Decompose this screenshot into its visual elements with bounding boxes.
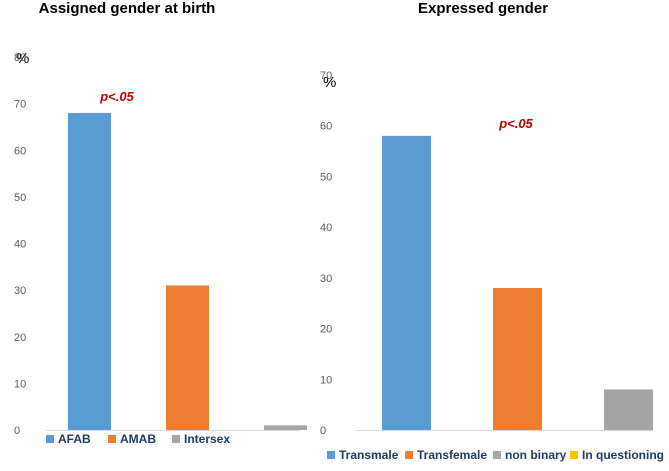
bar-series: [382, 135, 653, 430]
legend-label: In questioning: [582, 448, 664, 462]
bar-transmale: [382, 135, 431, 430]
legend: AFAB AMAB Intersex: [46, 432, 230, 446]
chart-title: Assigned gender at birth: [39, 0, 216, 17]
legend-swatch: [108, 435, 116, 443]
legend: Transmale Transfemale non binary In questio…: [327, 448, 664, 462]
y-tick-label: 40: [320, 222, 332, 234]
legend-swatch: [405, 451, 413, 459]
y-axis-ticks: 0 10 20 30 40 50 60 70 80: [14, 52, 26, 437]
legend-label: Intersex: [184, 432, 230, 446]
expressed-gender-chart: Expressed gender % p<.05 0 10 20 30 40 50 60 70…: [320, 0, 664, 462]
y-tick-label: 20: [320, 324, 332, 336]
legend-label: Transfemale: [417, 448, 487, 462]
assigned-gender-chart: Assigned gender at birth % p<.05 0 10 20 30…: [14, 0, 307, 446]
y-tick-label: 20: [14, 332, 26, 344]
bar-amab: [166, 285, 209, 430]
y-tick-label: 0: [14, 425, 20, 437]
legend-label: Transmale: [339, 448, 399, 462]
y-tick-label: 0: [320, 425, 326, 437]
significance-annotation: p<.05: [99, 89, 134, 104]
y-tick-label: 30: [320, 273, 332, 285]
y-tick-label: 70: [14, 99, 26, 111]
bar-afab: [68, 112, 111, 430]
y-tick-label: 60: [14, 145, 26, 157]
y-unit-label: %: [16, 50, 29, 67]
y-tick-label: 10: [320, 374, 332, 386]
legend-swatch: [46, 435, 54, 443]
legend-swatch: [172, 435, 180, 443]
legend-label: AMAB: [120, 432, 156, 446]
bar-intersex: [264, 425, 307, 430]
y-tick-label: 80: [14, 52, 26, 64]
y-tick-label: 70: [320, 70, 332, 82]
y-axis-ticks: 0 10 20 30 40 50 60 70: [320, 70, 332, 437]
significance-annotation: p<.05: [498, 116, 533, 131]
legend-swatch: [570, 451, 578, 459]
bar-transfemale: [493, 288, 542, 430]
legend-swatch: [327, 451, 335, 459]
legend-label: AFAB: [58, 432, 91, 446]
legend-label: non binary: [505, 448, 567, 462]
legend-swatch: [493, 451, 501, 459]
bar-non-binary: [604, 389, 653, 430]
bar-series: [68, 112, 307, 430]
y-tick-label: 50: [14, 192, 26, 204]
y-tick-label: 10: [14, 378, 26, 390]
y-tick-label: 60: [320, 121, 332, 133]
y-tick-label: 30: [14, 285, 26, 297]
y-unit-label: %: [323, 74, 336, 91]
y-tick-label: 50: [320, 171, 332, 183]
y-tick-label: 40: [14, 239, 26, 251]
chart-title: Expressed gender: [418, 0, 548, 17]
